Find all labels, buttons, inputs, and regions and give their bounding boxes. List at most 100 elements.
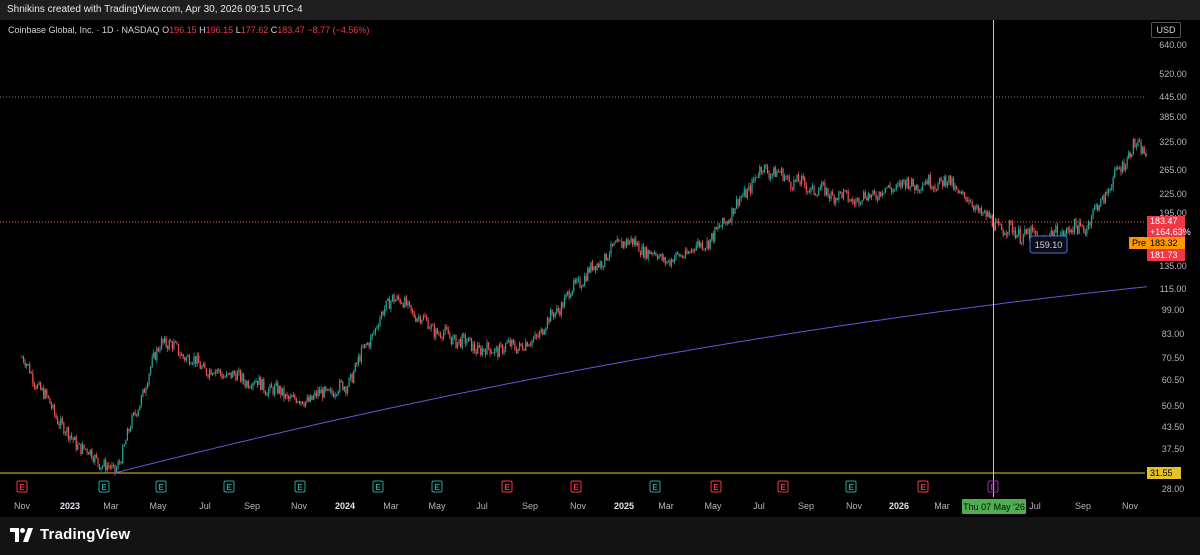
candle-body <box>435 328 437 337</box>
x-tick-label: May <box>149 501 167 511</box>
candle-body <box>591 262 593 270</box>
candle-body <box>294 395 296 399</box>
candle-body <box>925 181 927 184</box>
candle-body <box>1137 141 1139 146</box>
candle-body <box>1138 141 1141 142</box>
x-tick-label: Sep <box>798 501 814 511</box>
candle-body <box>742 195 744 197</box>
candle-body <box>247 381 249 388</box>
candle-body <box>883 192 885 194</box>
y-tick-label: 50.50 <box>1162 401 1185 411</box>
candle-body <box>100 467 102 470</box>
candle-body <box>120 462 122 464</box>
candle-body <box>1140 141 1142 154</box>
candle-body <box>976 205 978 208</box>
crosshair-date-box <box>962 499 1026 514</box>
earnings-marker[interactable]: E <box>372 480 384 493</box>
candle-body <box>134 412 136 415</box>
candle-body <box>1121 161 1124 172</box>
candle-body <box>625 239 628 246</box>
earnings-marker[interactable]: E <box>710 480 722 493</box>
candle-body <box>323 387 325 398</box>
candle-body <box>443 332 445 339</box>
candle-body <box>700 242 702 247</box>
price-axis-bg <box>1147 40 1200 497</box>
candle-body <box>446 326 448 330</box>
candle-body <box>670 259 673 266</box>
candle-body <box>505 343 507 350</box>
candle-body <box>1125 166 1127 171</box>
candle-body <box>954 186 956 190</box>
candle-body <box>266 394 268 396</box>
candle-body <box>554 312 556 317</box>
candle-body <box>201 366 203 369</box>
candle-body <box>629 241 631 245</box>
candle-body <box>1142 147 1144 154</box>
price-labels: 183.47+164.63% Pre 183.32 181.73 31.55 <box>1129 216 1191 479</box>
candle-body <box>939 177 941 184</box>
earnings-marker[interactable]: E <box>649 480 661 493</box>
candle-body <box>47 395 49 398</box>
earnings-marker[interactable]: E <box>570 480 582 493</box>
candle-body <box>594 265 597 271</box>
candle-body <box>171 342 173 349</box>
candle-body <box>890 188 893 193</box>
candle-body <box>664 257 666 264</box>
candle-body <box>195 356 197 365</box>
candle-body <box>391 294 394 301</box>
tradingview-logo[interactable]: TradingView <box>10 526 130 543</box>
earnings-marker[interactable]: E <box>845 480 857 493</box>
candle-body <box>1053 232 1055 237</box>
candle-body <box>613 242 615 246</box>
candle-body <box>520 343 522 346</box>
candle-body <box>1090 217 1093 225</box>
candle-body <box>283 388 285 399</box>
candle-body <box>923 183 925 186</box>
earnings-marker[interactable]: E <box>16 480 28 493</box>
candle-body <box>644 247 646 258</box>
candle-body <box>503 349 505 353</box>
candle-body <box>590 262 592 273</box>
candle-body <box>1129 152 1131 158</box>
candle-body <box>842 190 845 198</box>
candle-body <box>985 211 987 217</box>
candle-body <box>511 340 513 346</box>
candle-body <box>233 371 235 374</box>
x-tick-label: Sep <box>1075 501 1091 511</box>
candle-body <box>943 176 945 187</box>
candle-body <box>311 395 313 400</box>
earnings-marker[interactable]: E <box>223 480 235 493</box>
candle-body <box>931 187 933 189</box>
candle-body <box>413 312 415 318</box>
earnings-marker[interactable]: E <box>987 480 999 493</box>
currency-button[interactable]: USD <box>1151 22 1181 38</box>
earnings-marker[interactable]: E <box>155 480 167 493</box>
earnings-marker[interactable]: E <box>98 480 110 493</box>
symbol-title[interactable]: Coinbase Global, Inc. · 1D · NASDAQ <box>8 25 160 35</box>
candle-body <box>855 200 857 205</box>
earnings-marker[interactable]: E <box>917 480 929 493</box>
candle-body <box>813 185 815 195</box>
candle-body <box>263 379 265 392</box>
earnings-marker[interactable]: E <box>294 480 306 493</box>
candle-body <box>593 265 595 270</box>
earnings-marker[interactable]: E <box>501 480 513 493</box>
earnings-marker[interactable]: E <box>777 480 789 493</box>
candle-body <box>306 397 308 402</box>
candle-body <box>858 197 860 205</box>
candle-body <box>900 182 902 187</box>
earnings-marker[interactable]: E <box>431 480 443 493</box>
candle-body <box>1114 168 1116 178</box>
candle-body <box>376 327 378 329</box>
candle-body <box>864 192 866 198</box>
candle-body <box>439 334 442 338</box>
candle-body <box>67 427 70 440</box>
candle-body <box>709 239 711 249</box>
candle-body <box>1134 139 1136 148</box>
candle-body <box>952 178 955 190</box>
candle-body <box>191 362 194 364</box>
candle-body <box>487 342 490 349</box>
candle-body <box>255 380 257 383</box>
candle-body <box>608 254 611 259</box>
